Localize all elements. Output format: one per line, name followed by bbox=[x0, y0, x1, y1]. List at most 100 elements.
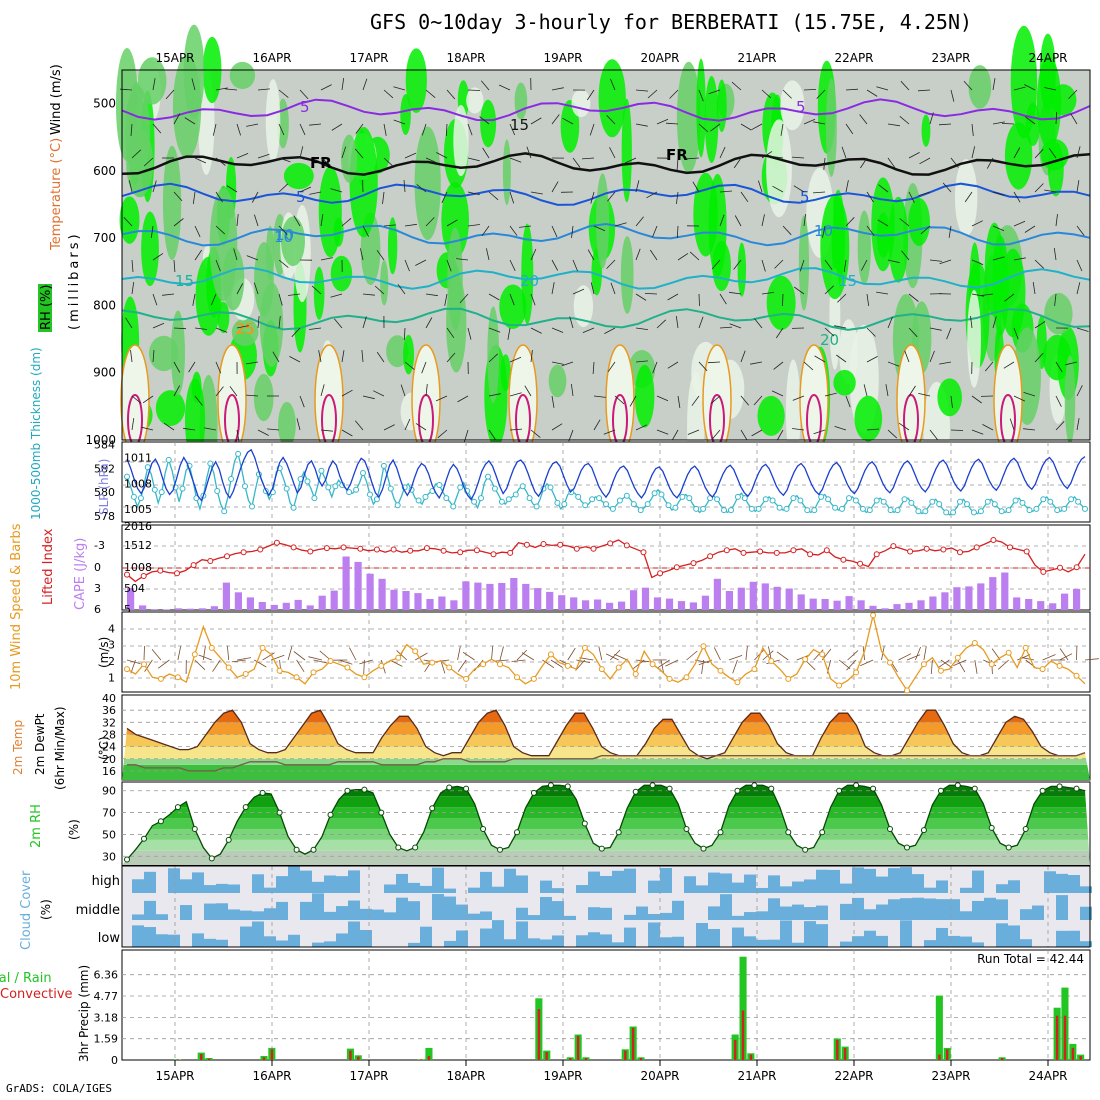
thickness-line-marker bbox=[1069, 497, 1074, 502]
rh-blob bbox=[622, 99, 632, 203]
cloud-cell bbox=[600, 908, 612, 920]
cloud-cell bbox=[888, 899, 900, 920]
cloud-cell bbox=[780, 920, 792, 947]
cloud-cell bbox=[756, 888, 768, 893]
li-line-marker bbox=[324, 546, 329, 551]
rh-blob bbox=[635, 365, 655, 428]
thickness-line-marker bbox=[1006, 508, 1011, 513]
cloud-cell bbox=[1056, 874, 1068, 893]
date-label-bottom: 21APR bbox=[737, 1069, 776, 1083]
cape-bar bbox=[917, 600, 924, 610]
cloud-cell bbox=[204, 904, 216, 920]
thickness-line-marker bbox=[305, 479, 310, 484]
li-line-marker bbox=[1074, 565, 1079, 570]
wind-speed-line-marker bbox=[175, 675, 180, 680]
rh-line-marker bbox=[616, 830, 621, 835]
wind-barb bbox=[783, 294, 784, 306]
cape-bar bbox=[666, 599, 673, 610]
rh-line-marker bbox=[531, 790, 536, 795]
cloud-cell bbox=[444, 941, 456, 947]
thickness-line-marker bbox=[138, 496, 143, 501]
date-label-top: 20APR bbox=[640, 51, 679, 65]
rh-line-marker bbox=[1040, 788, 1045, 793]
wind-speed-line-marker bbox=[989, 662, 994, 667]
thickness-line-marker bbox=[985, 499, 990, 504]
cloud-cell bbox=[540, 881, 552, 893]
li-tick: 3 bbox=[94, 582, 101, 595]
credit-text: GrADS: COLA/IGES bbox=[6, 1082, 112, 1095]
contour-label: 5 bbox=[300, 98, 310, 116]
li-line-marker bbox=[474, 548, 479, 553]
wind-speed-line-marker bbox=[938, 668, 943, 673]
rh-blob bbox=[141, 212, 159, 286]
thickness-line-marker bbox=[756, 506, 761, 511]
cape-bar bbox=[869, 606, 876, 610]
contour-label: 5 bbox=[296, 188, 306, 206]
thickness-line-marker bbox=[923, 509, 928, 514]
thickness-line-marker bbox=[631, 502, 636, 507]
date-label-bottom: 24APR bbox=[1028, 1069, 1067, 1083]
li-line-marker bbox=[674, 565, 679, 570]
cloud-cell bbox=[804, 921, 816, 947]
thickness-line-marker bbox=[388, 486, 393, 491]
cloud-cell bbox=[648, 881, 660, 893]
cloud-cover-panel: highmiddlelowCloud Cover (%) bbox=[19, 866, 1092, 950]
li-line-marker bbox=[424, 546, 429, 551]
rh-line-marker bbox=[854, 783, 859, 788]
cape-bar bbox=[474, 583, 481, 610]
thickness-line-marker bbox=[937, 502, 942, 507]
cloud-cell bbox=[912, 898, 924, 920]
thickness-line-marker bbox=[562, 502, 567, 507]
precip-rain-bar bbox=[428, 1056, 430, 1060]
thickness-line-marker bbox=[916, 509, 921, 514]
cloud-cell bbox=[900, 920, 912, 947]
cape-bar bbox=[163, 609, 170, 610]
date-label-top: 16APR bbox=[252, 51, 291, 65]
thickness-line-marker bbox=[250, 504, 255, 509]
wind-speed-line-marker bbox=[582, 645, 587, 650]
cloud-cell bbox=[756, 940, 768, 947]
rh-line-marker bbox=[888, 827, 893, 832]
temp-tick: 16 bbox=[102, 765, 116, 778]
li-line-marker bbox=[491, 552, 496, 557]
thickness-line-marker bbox=[819, 494, 824, 499]
thickness-line-marker bbox=[1041, 497, 1046, 502]
li-line-marker bbox=[391, 547, 396, 552]
cloud-cell bbox=[468, 888, 480, 893]
date-label-bottom: 15APR bbox=[155, 1069, 194, 1083]
thickness-line-marker bbox=[687, 496, 692, 501]
rh-blob bbox=[254, 242, 274, 316]
cloud-cell bbox=[552, 888, 564, 893]
li-line-marker bbox=[874, 552, 879, 557]
thickness-line-marker bbox=[333, 484, 338, 489]
date-label-bottom: 18APR bbox=[446, 1069, 485, 1083]
rh-line-marker bbox=[735, 788, 740, 793]
cloud-cell bbox=[648, 914, 660, 920]
cape-bar bbox=[654, 597, 661, 610]
thickness-label: 1000-500mb Thickness (dm) bbox=[29, 347, 43, 520]
precip-rain-bar bbox=[946, 1049, 948, 1060]
cloud-cell bbox=[624, 928, 636, 947]
rh-line-marker bbox=[972, 786, 977, 791]
cape-bar bbox=[750, 582, 757, 610]
cloud-cell bbox=[864, 931, 876, 947]
cloud-cell bbox=[552, 935, 564, 947]
li-line-marker bbox=[808, 552, 813, 557]
cloud-cell bbox=[744, 912, 756, 920]
cloud-cell bbox=[420, 927, 432, 947]
li-line-marker bbox=[274, 540, 279, 545]
rh-line-marker bbox=[955, 783, 960, 788]
cloud-cell bbox=[972, 871, 984, 893]
rh-blob bbox=[596, 173, 609, 268]
wind-speed-line-marker bbox=[972, 641, 977, 646]
rh-line-marker bbox=[684, 827, 689, 832]
thickness-line-marker bbox=[1062, 506, 1067, 511]
thickness-line-marker bbox=[659, 492, 664, 497]
cape-li-panel: -3036 5504100815122016Lifted Index CAPE (J… bbox=[41, 520, 1090, 616]
temperature-label: Temperature (°C) bbox=[49, 138, 64, 251]
rh-blob bbox=[888, 197, 908, 283]
cloud-cell bbox=[324, 875, 336, 893]
thickness-line-marker bbox=[680, 494, 685, 499]
rh-line-marker bbox=[209, 856, 214, 861]
rh-blob bbox=[858, 211, 871, 285]
